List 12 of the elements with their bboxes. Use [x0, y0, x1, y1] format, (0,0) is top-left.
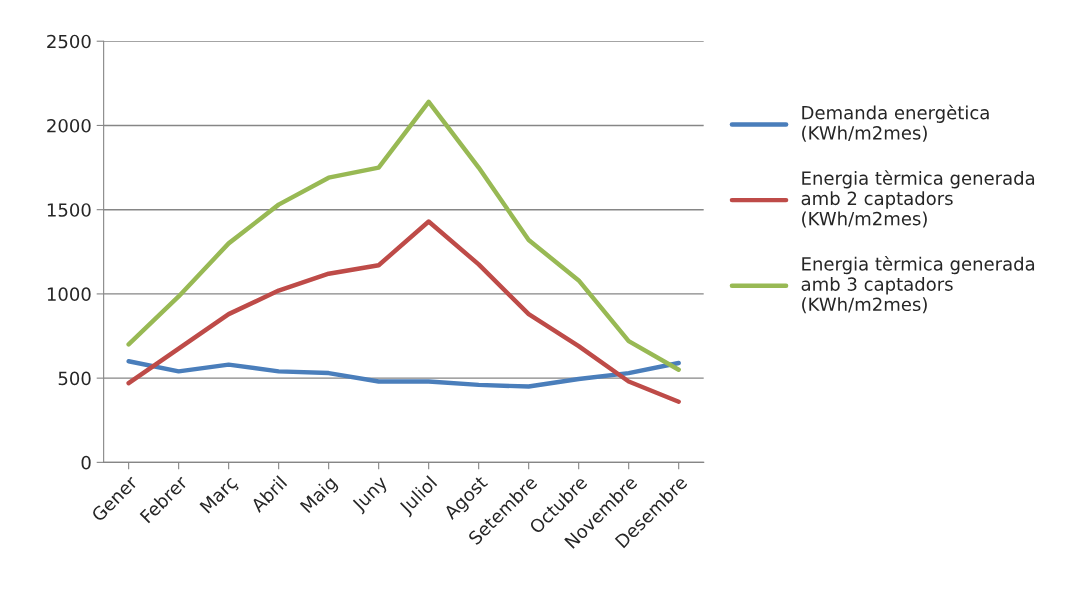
y-tick-label: 2000	[47, 118, 91, 133]
y-tick-label: 500	[58, 371, 91, 386]
y-tick-label: 0	[81, 455, 91, 470]
legend-label: Energia tèrmica generada amb 2 captadors (KWh/m2mes)	[801, 170, 1035, 228]
legend-label: Energia tèrmica generada amb 3 captadors (KWh/m2mes)	[801, 255, 1035, 314]
legend-label: Demanda energètica (KWh/m2mes)	[802, 104, 989, 142]
line-series	[126, 359, 681, 389]
y-tick-label: 2500	[47, 34, 91, 49]
line-series	[126, 219, 681, 404]
y-tick-label: 1500	[47, 203, 91, 217]
line-series	[126, 99, 681, 372]
y-tick-label: 1000	[47, 287, 91, 302]
